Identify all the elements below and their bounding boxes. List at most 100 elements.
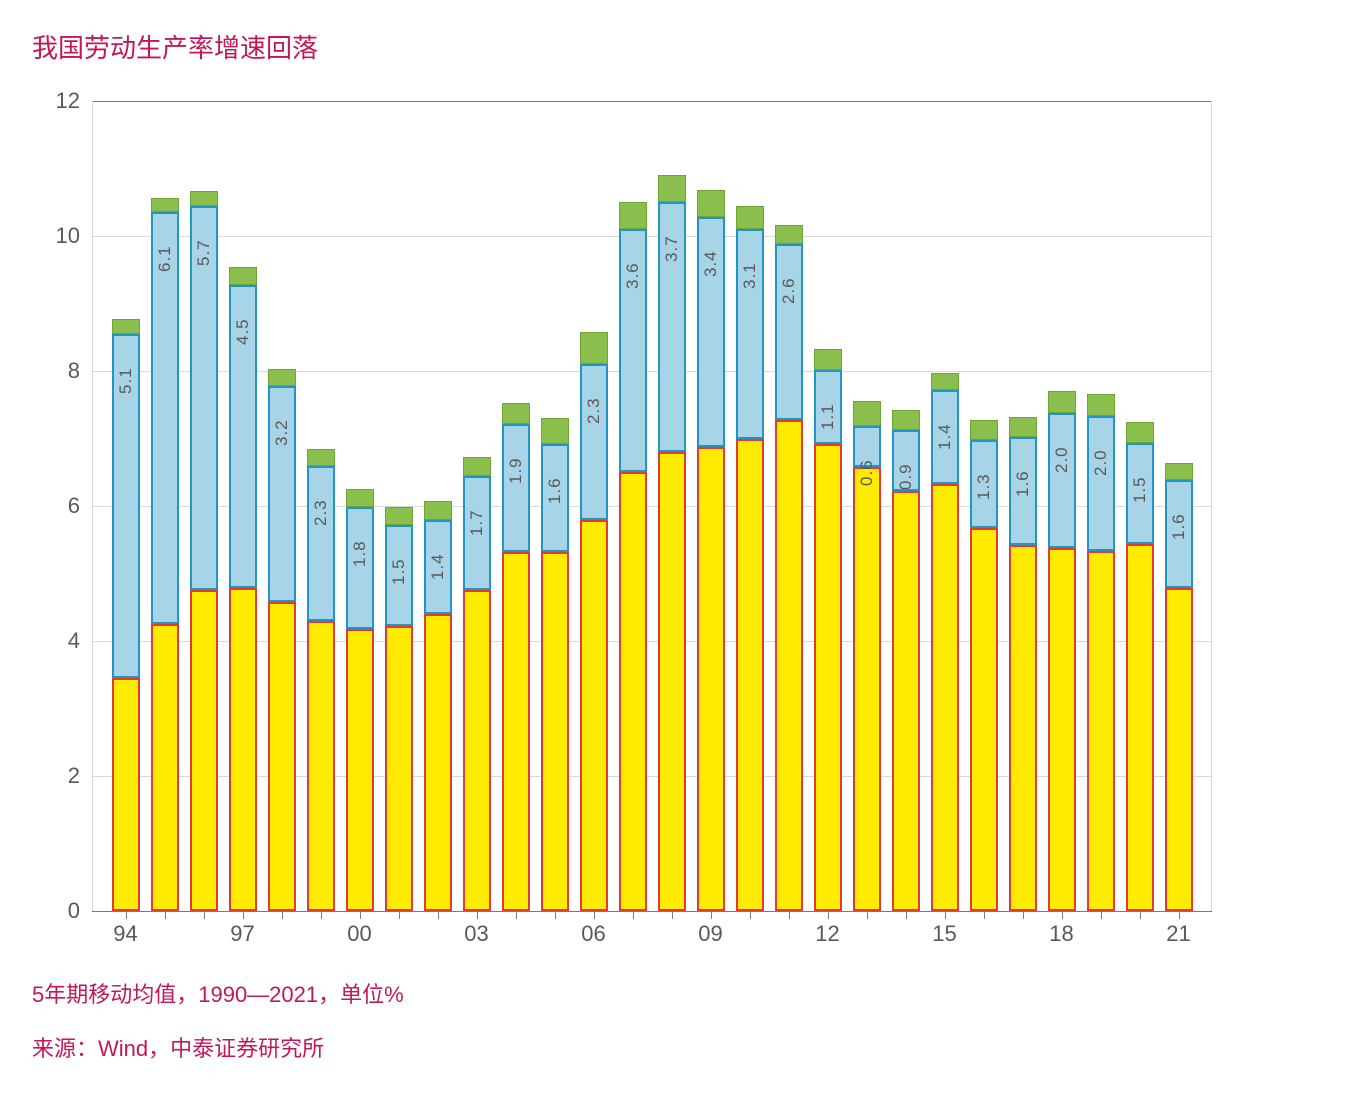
bar-value-label: 1.6 [1013,449,1033,497]
chart-title: 我国劳动生产率增速回落 [32,28,1320,65]
gridline [92,236,1212,237]
bar-segment-green [970,420,998,440]
bar-segment-blue [151,212,179,624]
bar-segment-yellow [619,472,647,911]
bar-segment-green [229,267,257,285]
bar-segment-green [619,202,647,229]
bar-segment-yellow [385,626,413,911]
y-tick-label: 10 [36,223,80,249]
bar-segment-green [307,449,335,465]
bar-segment-green [385,507,413,525]
x-tick [594,911,595,919]
bar-segment-yellow [853,467,881,911]
bar-segment-yellow [658,452,686,911]
bar-segment-yellow [307,621,335,911]
bar-segment-green [580,332,608,364]
x-tick-label: 21 [1154,921,1204,947]
x-tick [1101,911,1102,919]
bar-value-label: 1.4 [935,402,955,450]
bar-segment-yellow [424,614,452,911]
x-tick [828,911,829,919]
x-tick-label: 06 [569,921,619,947]
bar-segment-yellow [1048,548,1076,911]
bar-value-label: 4.5 [233,297,253,345]
x-tick [633,911,634,919]
bar-value-label: 3.7 [662,214,682,262]
bar-segment-green [775,225,803,244]
x-tick-label: 97 [218,921,268,947]
y-tick-label: 8 [36,358,80,384]
gridline [92,641,1212,642]
bar-value-label: 2.0 [1091,428,1111,476]
bar-value-label: 0.6 [857,438,877,486]
bar-value-label: 5.7 [194,218,214,266]
x-tick [789,911,790,919]
bar-value-label: 1.3 [974,452,994,500]
chart: 5.1 6.1 5.7 4.5 3.2 2.3 1.8 1.5 1.4 1.7 1.9 1.6 2.3 3… [36,93,1216,963]
bar-value-label: 2.3 [311,478,331,526]
gridline [92,101,1212,102]
x-tick-label: 94 [101,921,151,947]
bar-segment-green [502,403,530,423]
bar-segment-green [346,489,374,507]
plot-border [1211,101,1212,911]
bar-value-label: 2.3 [584,376,604,424]
gridline [92,371,1212,372]
x-tick [906,911,907,919]
bar-segment-yellow [190,590,218,911]
bar-value-label: 1.4 [428,532,448,580]
bar-value-label: 1.8 [350,519,370,567]
bar-segment-green [892,410,920,430]
bar-segment-yellow [1087,551,1115,911]
bar-value-label: 1.6 [545,456,565,504]
bar-segment-yellow [1126,544,1154,911]
bar-value-label: 1.1 [818,382,838,430]
bar-value-label: 1.6 [1169,492,1189,540]
bar-segment-green [1048,391,1076,413]
y-tick-label: 12 [36,88,80,114]
bar-value-label: 5.1 [116,346,136,394]
bar-value-label: 0.9 [896,442,916,490]
x-tick [126,911,127,919]
bar-value-label: 1.9 [506,436,526,484]
bar-segment-green [268,369,296,386]
bar-value-label: 6.1 [155,224,175,272]
bar-segment-green [1009,417,1037,437]
gridline [92,911,1212,912]
bar-segment-yellow [502,552,530,911]
y-tick-label: 2 [36,763,80,789]
bar-segment-green [463,457,491,476]
bar-segment-green [151,198,179,213]
bar-segment-green [658,175,686,202]
x-tick-label: 00 [335,921,385,947]
bar-segment-green [190,191,218,206]
bar-segment-yellow [736,439,764,912]
bar-segment-green [1126,422,1154,442]
x-tick [165,911,166,919]
bar-value-label: 1.7 [467,488,487,536]
chart-footnote: 5年期移动均值，1990—2021，单位% [32,977,1320,1009]
bar-segment-yellow [268,602,296,911]
bar-segment-yellow [541,552,569,911]
bar-segment-yellow [970,528,998,911]
bar-value-label: 2.6 [779,256,799,304]
bar-value-label: 1.5 [389,537,409,585]
x-tick [321,911,322,919]
bar-segment-green [853,401,881,427]
bar-segment-yellow [580,520,608,912]
bar-segment-green [112,319,140,334]
bar-value-label: 3.6 [623,241,643,289]
bar-segment-yellow [814,444,842,911]
bar-segment-yellow [346,629,374,911]
x-tick [399,911,400,919]
bar-value-label: 2.0 [1052,425,1072,473]
bar-value-label: 3.2 [272,398,292,446]
x-tick [243,911,244,919]
bar-segment-green [424,501,452,519]
bar-segment-yellow [931,484,959,911]
bar-segment-yellow [463,590,491,911]
bar-segment-green [1165,463,1193,480]
x-tick-label: 18 [1037,921,1087,947]
gridline [92,776,1212,777]
x-tick [204,911,205,919]
